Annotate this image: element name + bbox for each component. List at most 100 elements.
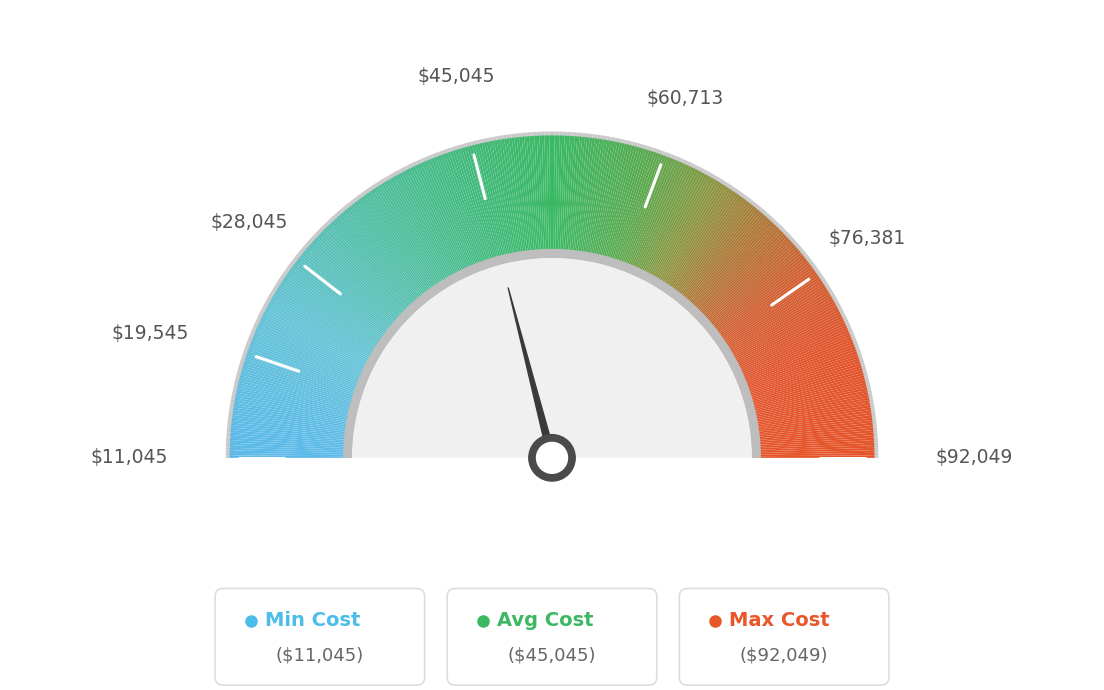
Wedge shape: [360, 193, 367, 200]
Wedge shape: [470, 141, 475, 149]
Wedge shape: [747, 200, 754, 208]
Wedge shape: [648, 175, 710, 284]
Wedge shape: [481, 143, 510, 263]
Wedge shape: [413, 161, 418, 170]
Wedge shape: [585, 140, 607, 261]
Wedge shape: [523, 132, 527, 141]
Wedge shape: [375, 182, 381, 190]
Wedge shape: [234, 384, 242, 388]
Wedge shape: [781, 230, 788, 238]
Wedge shape: [532, 136, 541, 258]
Wedge shape: [709, 258, 807, 335]
Wedge shape: [784, 235, 792, 242]
Wedge shape: [814, 273, 821, 279]
Wedge shape: [870, 448, 878, 451]
Wedge shape: [465, 147, 499, 266]
Wedge shape: [733, 323, 846, 375]
Wedge shape: [509, 138, 527, 259]
Wedge shape: [673, 157, 679, 164]
Wedge shape: [750, 407, 871, 428]
Wedge shape: [816, 275, 824, 281]
Wedge shape: [766, 217, 774, 224]
Wedge shape: [750, 405, 870, 426]
Wedge shape: [251, 331, 258, 336]
Wedge shape: [665, 152, 670, 161]
Wedge shape: [624, 140, 628, 148]
Wedge shape: [869, 424, 877, 428]
Wedge shape: [609, 149, 647, 267]
Wedge shape: [870, 432, 878, 435]
Wedge shape: [380, 184, 446, 289]
Wedge shape: [285, 268, 293, 275]
Wedge shape: [871, 453, 879, 455]
Wedge shape: [225, 450, 234, 453]
Wedge shape: [771, 220, 777, 227]
Wedge shape: [316, 230, 323, 238]
Wedge shape: [567, 132, 570, 140]
Wedge shape: [342, 211, 423, 306]
Wedge shape: [752, 453, 874, 456]
Wedge shape: [276, 289, 382, 355]
Wedge shape: [391, 173, 396, 181]
Wedge shape: [629, 141, 634, 149]
Wedge shape: [431, 158, 478, 273]
Wedge shape: [751, 430, 873, 442]
Wedge shape: [245, 358, 362, 397]
Wedge shape: [235, 397, 355, 422]
Wedge shape: [752, 451, 874, 455]
Wedge shape: [751, 203, 758, 211]
Wedge shape: [657, 183, 723, 288]
Wedge shape: [648, 147, 652, 155]
Wedge shape: [617, 152, 659, 269]
Wedge shape: [703, 246, 797, 328]
Wedge shape: [262, 308, 269, 313]
Wedge shape: [258, 323, 371, 375]
Wedge shape: [604, 136, 608, 144]
Wedge shape: [611, 150, 649, 267]
Wedge shape: [427, 155, 433, 164]
Wedge shape: [250, 333, 257, 338]
Wedge shape: [599, 135, 603, 144]
Wedge shape: [707, 253, 802, 332]
Wedge shape: [439, 151, 444, 159]
Wedge shape: [243, 350, 252, 355]
Wedge shape: [478, 139, 482, 148]
Wedge shape: [422, 162, 473, 275]
Wedge shape: [236, 393, 357, 419]
Wedge shape: [278, 285, 383, 352]
Wedge shape: [746, 382, 867, 413]
Wedge shape: [259, 312, 267, 317]
Wedge shape: [817, 277, 825, 283]
Wedge shape: [868, 415, 875, 418]
Wedge shape: [726, 300, 835, 362]
Wedge shape: [562, 136, 570, 258]
Wedge shape: [400, 168, 405, 177]
Wedge shape: [751, 428, 873, 441]
Wedge shape: [423, 157, 427, 166]
Wedge shape: [255, 322, 263, 327]
Wedge shape: [602, 135, 606, 144]
Wedge shape: [644, 145, 648, 153]
Wedge shape: [752, 435, 873, 445]
Wedge shape: [350, 200, 357, 208]
Wedge shape: [588, 141, 613, 262]
Wedge shape: [312, 235, 320, 242]
FancyBboxPatch shape: [679, 589, 889, 685]
Wedge shape: [719, 279, 821, 348]
Wedge shape: [846, 331, 853, 336]
Wedge shape: [461, 144, 466, 152]
Wedge shape: [233, 410, 354, 430]
Wedge shape: [231, 397, 240, 401]
Wedge shape: [455, 150, 493, 267]
Wedge shape: [737, 337, 852, 384]
Wedge shape: [580, 132, 583, 141]
Wedge shape: [262, 316, 372, 371]
Wedge shape: [282, 281, 385, 349]
Wedge shape: [705, 250, 800, 331]
Wedge shape: [297, 252, 305, 259]
Wedge shape: [783, 233, 789, 240]
Wedge shape: [453, 150, 491, 268]
Wedge shape: [230, 451, 352, 455]
Wedge shape: [527, 136, 538, 259]
Wedge shape: [257, 325, 370, 377]
